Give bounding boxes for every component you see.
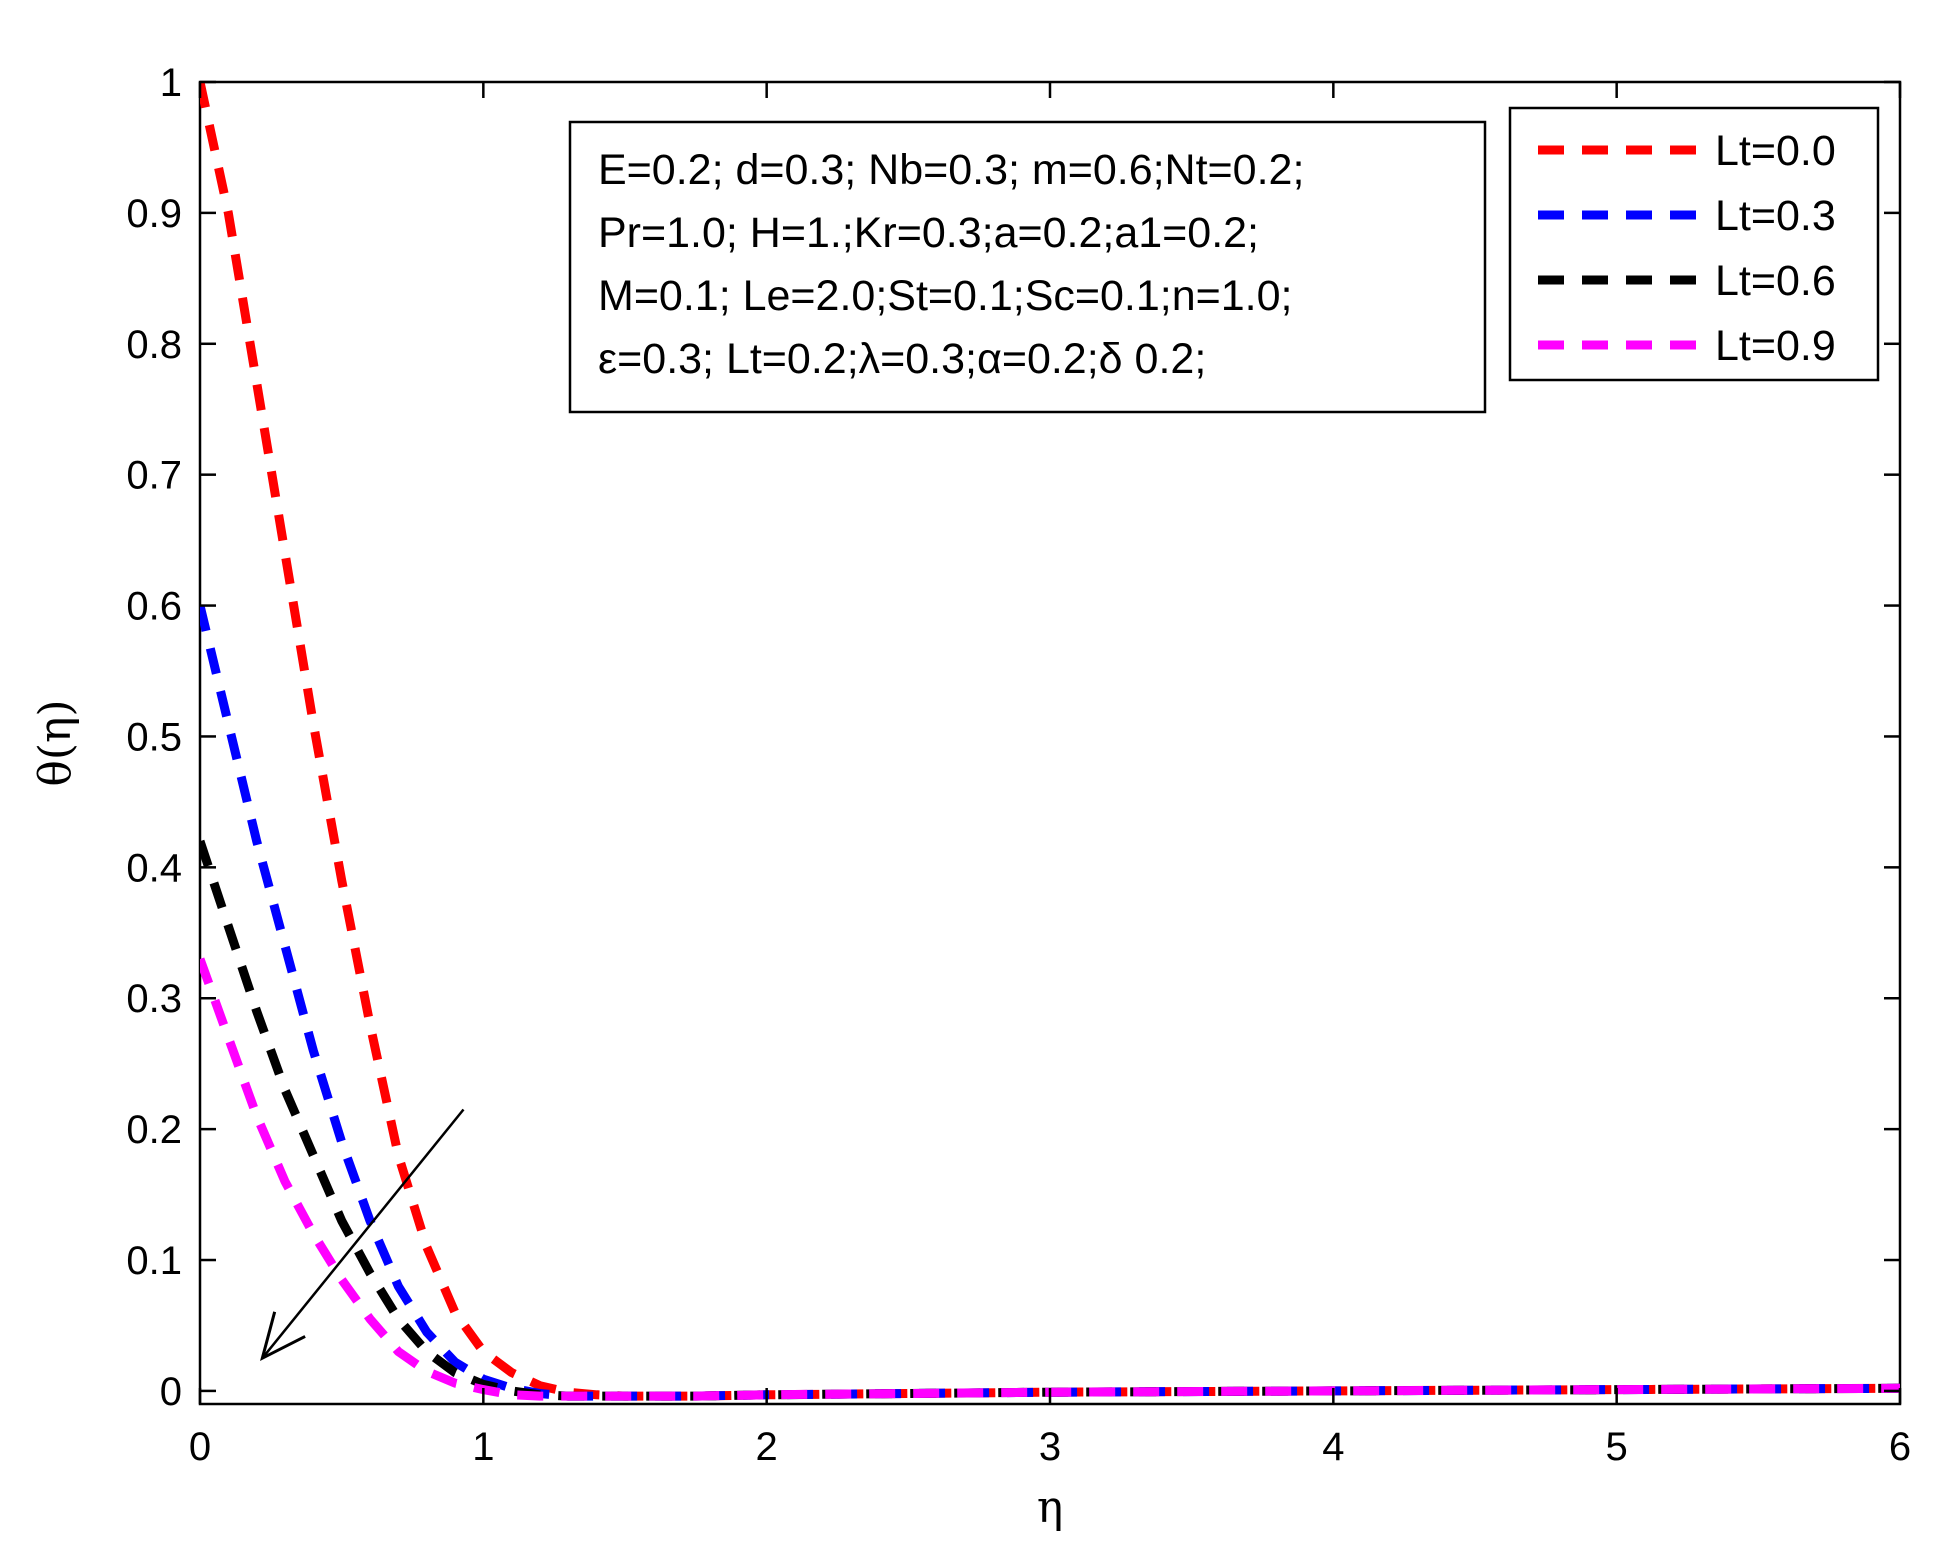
y-tick-label: 0.8 [126,323,182,367]
x-tick-label: 4 [1322,1425,1344,1469]
series-line-1 [200,82,1900,1401]
y-axis-ticks: 0 0.1 0.2 0.3 0.4 0.5 0.6 0.7 0.8 0.9 1 [126,61,1900,1414]
y-tick-label: 1 [160,61,182,105]
x-axis-ticks: 0 1 2 3 4 5 6 [189,82,1911,1469]
arrow-head [260,1311,306,1362]
y-tick-label: 0 [160,1370,182,1414]
x-tick-label: 2 [756,1425,778,1469]
series-line-2 [200,604,1900,1401]
annotation-line: M=0.1; Le=2.0;St=0.1;Sc=0.1;n=1.0; [598,272,1293,320]
y-tick-label: 0.4 [126,846,182,890]
x-tick-label: 0 [189,1425,211,1469]
legend: Lt=0.0 Lt=0.3 Lt=0.6 Lt=0.9 [1508,106,1880,382]
y-tick-label: 0.5 [126,715,182,759]
legend-label: Lt=0.0 [1715,127,1836,175]
arrow-shaft [261,1108,465,1359]
y-tick-label: 0.2 [126,1108,182,1152]
y-tick-label: 0.1 [126,1239,182,1283]
legend-label: Lt=0.3 [1715,192,1836,240]
annotation-line: E=0.2; d=0.3; Nb=0.3; m=0.6;Nt=0.2; [598,146,1304,194]
series-line-3 [200,839,1900,1401]
y-tick-label: 0.7 [126,454,182,498]
annotation-frame [568,120,1487,414]
legend-label: Lt=0.9 [1715,322,1836,370]
trend-arrow [260,1108,465,1362]
x-tick-label: 3 [1039,1425,1061,1469]
legend-label: Lt=0.6 [1715,257,1836,305]
annotation-line: ε=0.3; Lt=0.2;λ=0.3;α=0.2;δ 0.2; [598,335,1206,383]
x-tick-label: 6 [1889,1425,1911,1469]
series-group [200,82,1900,1401]
y-tick-label: 0.6 [126,585,182,629]
x-tick-label: 5 [1606,1425,1628,1469]
y-tick-label: 0.3 [126,977,182,1021]
annotation-line: Pr=1.0; H=1.;Kr=0.3;a=0.2;a1=0.2; [598,209,1259,257]
x-axis-label: η [1037,1482,1063,1533]
y-axis-label: θ(η) [30,699,81,786]
y-tick-label: 0.9 [126,192,182,236]
x-tick-label: 1 [472,1425,494,1469]
parameter-annotation-box: E=0.2; d=0.3; Nb=0.3; m=0.6;Nt=0.2; Pr=1.… [568,120,1487,414]
series-line-4 [200,957,1900,1401]
